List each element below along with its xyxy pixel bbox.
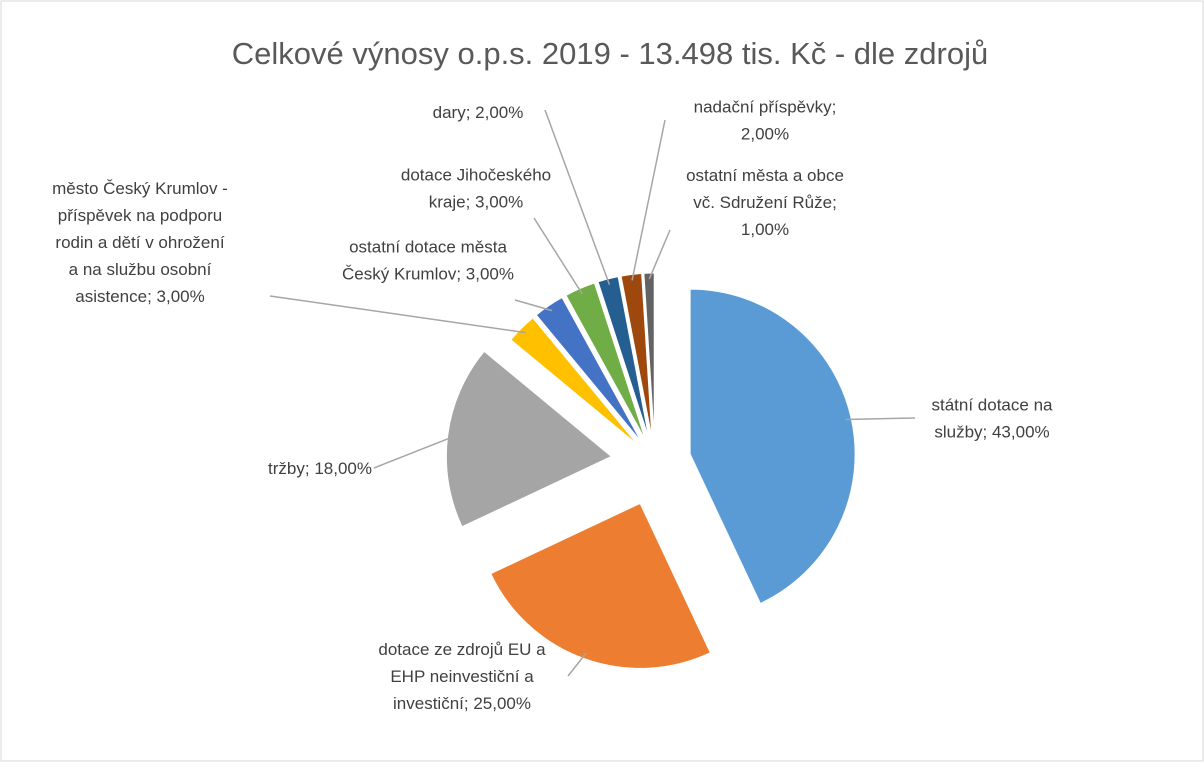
pie-slice <box>565 282 646 441</box>
pie-slice <box>445 350 613 528</box>
leader-line <box>533 217 583 295</box>
data-label: tržby; 18,00% <box>268 459 372 478</box>
pie-slice <box>510 317 639 446</box>
chart-title: Celkové výnosy o.p.s. 2019 - 13.498 tis.… <box>232 36 988 71</box>
leader-line <box>373 435 454 469</box>
pie-slice <box>620 272 653 439</box>
leader-line <box>845 417 916 421</box>
leader-line <box>648 229 671 280</box>
pie-slice <box>643 272 655 439</box>
leader-line <box>567 652 587 677</box>
pie-slice <box>689 288 856 605</box>
leader-line <box>631 119 666 281</box>
data-label: dotace Jihočeského kraje; 3,00% <box>401 166 551 212</box>
data-label: ostatní dotace města Český Krumlov; 3,00% <box>342 238 514 284</box>
leader-line <box>514 299 553 312</box>
pie-slice <box>490 502 712 669</box>
pie-slice <box>535 296 642 443</box>
data-label: ostatní města a obce vč. Sdružení Růže; 1,… <box>686 166 844 239</box>
leader-line <box>269 295 526 334</box>
data-label: dary; 2,00% <box>433 103 524 122</box>
data-label: nadační příspěvky; 2,00% <box>694 98 837 144</box>
leader-line <box>544 109 611 286</box>
data-label: město Český Krumlov -příspěvek na podpor… <box>52 179 228 306</box>
data-label: státní dotace na služby; 43,00% <box>932 396 1054 442</box>
